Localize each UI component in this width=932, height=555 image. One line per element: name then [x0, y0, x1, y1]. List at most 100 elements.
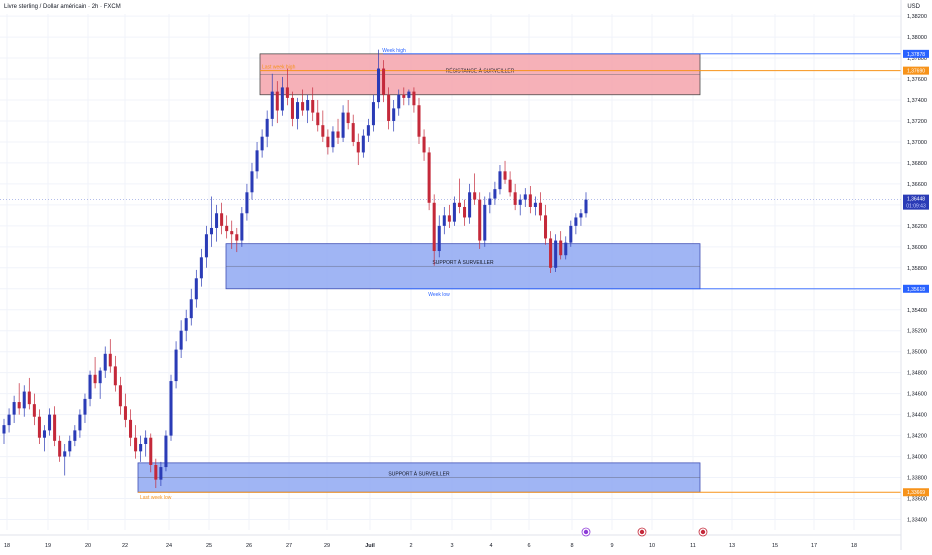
- price-tick-label: 1,37400: [907, 98, 927, 104]
- event-icons[interactable]: [581, 527, 708, 537]
- candle-body: [149, 437, 153, 465]
- last-week-high-price-tag: [903, 66, 929, 75]
- candle-body: [164, 435, 168, 468]
- candle-body: [118, 385, 122, 407]
- price-tick-label: 1,34200: [907, 434, 927, 440]
- candle-body: [260, 136, 264, 151]
- price-tick-label: 1,38200: [907, 14, 927, 20]
- candle-body: [528, 194, 532, 207]
- candle-body: [559, 240, 563, 256]
- candle-body: [361, 135, 365, 153]
- candle-body: [144, 437, 148, 444]
- time-tick-label: 22: [122, 543, 128, 549]
- price-tick-label: 1,37800: [907, 56, 927, 62]
- candle-body: [564, 242, 568, 256]
- time-tick-label: 15: [772, 543, 778, 549]
- us-flag-icon[interactable]: [698, 527, 708, 537]
- candle-body: [483, 204, 487, 241]
- candle-body: [22, 391, 26, 409]
- candle-body: [204, 234, 208, 258]
- candle-body: [245, 192, 249, 214]
- time-axis[interactable]: 18 19 20 22 24 25 26 27 29 Juil 2 3 4 6 8 9 10 11 13 15 17 18: [4, 543, 857, 549]
- candle-body: [569, 225, 573, 243]
- price-tick-label: 1,36000: [907, 245, 927, 251]
- candle-body: [402, 94, 406, 98]
- price-tick-label: 1,33600: [907, 497, 927, 503]
- last-week-low-price-tag: [903, 488, 929, 497]
- candle-body: [209, 227, 214, 235]
- candle-body: [58, 440, 62, 457]
- candle-body: [48, 414, 52, 431]
- time-tick-label: 25: [206, 543, 212, 549]
- candle-body: [549, 238, 553, 268]
- candle-body: [392, 108, 396, 121]
- time-tick-label: 18: [4, 543, 10, 549]
- candle-body: [533, 202, 537, 207]
- candle-body: [2, 425, 6, 434]
- candle-body: [417, 105, 421, 137]
- candle-body: [113, 366, 117, 386]
- candle-body: [230, 231, 234, 235]
- time-tick-label: 9: [610, 543, 613, 549]
- candle-body: [387, 94, 391, 121]
- candle-body: [468, 192, 472, 218]
- price-tick-label: 1,35200: [907, 329, 927, 335]
- currency-label[interactable]: USD: [907, 4, 920, 10]
- candle-body: [331, 131, 335, 148]
- candle-body: [179, 330, 183, 350]
- candle-body: [7, 414, 11, 426]
- time-tick-label: 24: [166, 543, 172, 549]
- candle-body: [240, 213, 244, 241]
- candle-body: [68, 440, 72, 452]
- candle-body: [255, 150, 259, 172]
- candle-body: [554, 240, 558, 268]
- us-flag-icon-dot: [639, 529, 645, 535]
- candle-body: [280, 87, 284, 111]
- candle-body: [316, 112, 320, 126]
- levels: Week high Last week high Week low Last week…: [0, 48, 901, 501]
- price-tick-label: 1,35800: [907, 266, 927, 272]
- week-high-price-tag-text: 1,37878: [907, 52, 925, 58]
- current-price-tag: [903, 194, 929, 210]
- price-tags: 1,37878 1,37690 1,35618 1,33669 1,3644801:09…: [903, 49, 929, 497]
- price-tick-label: 1,38000: [907, 35, 927, 41]
- candle-body: [199, 257, 203, 279]
- time-tick-label: 8: [570, 543, 573, 549]
- symbol-title: Livre sterling / Dollar américain · 2h ·…: [4, 4, 121, 10]
- price-tick-label: 1,34400: [907, 413, 927, 419]
- candle-body: [503, 171, 507, 180]
- time-tick-label: 19: [45, 543, 51, 549]
- candle-body: [73, 430, 77, 441]
- candle-body: [301, 102, 305, 111]
- candle-body: [457, 202, 461, 207]
- candle-body: [488, 198, 492, 205]
- candle-body: [326, 136, 330, 148]
- time-tick-label: 17: [811, 543, 817, 549]
- candle-body: [493, 189, 497, 199]
- candles: [2, 49, 588, 489]
- price-tick-label: 1,34600: [907, 392, 927, 398]
- candle-body: [574, 217, 578, 226]
- us-flag-icon[interactable]: [637, 527, 647, 537]
- candle-body: [452, 202, 456, 222]
- candle-body: [523, 194, 527, 200]
- economic-event-icon[interactable]: [581, 527, 591, 537]
- candle-body: [37, 416, 41, 438]
- week-low-label: Week low: [428, 292, 450, 298]
- time-tick-label: 18: [851, 543, 857, 549]
- candle-body: [27, 391, 31, 405]
- time-tick-label: 10: [649, 543, 655, 549]
- candle-body: [341, 112, 345, 138]
- candle-body: [123, 406, 127, 420]
- candle-body: [306, 100, 310, 111]
- candle-body: [579, 213, 583, 218]
- week-high-label: Week high: [382, 48, 406, 54]
- candle-body: [518, 199, 522, 205]
- candle-body: [215, 213, 219, 228]
- candle-body: [442, 215, 446, 226]
- candle-body: [513, 192, 517, 205]
- time-tick-label: 11: [690, 543, 696, 549]
- candle-body: [108, 353, 112, 367]
- candle-body: [88, 374, 92, 399]
